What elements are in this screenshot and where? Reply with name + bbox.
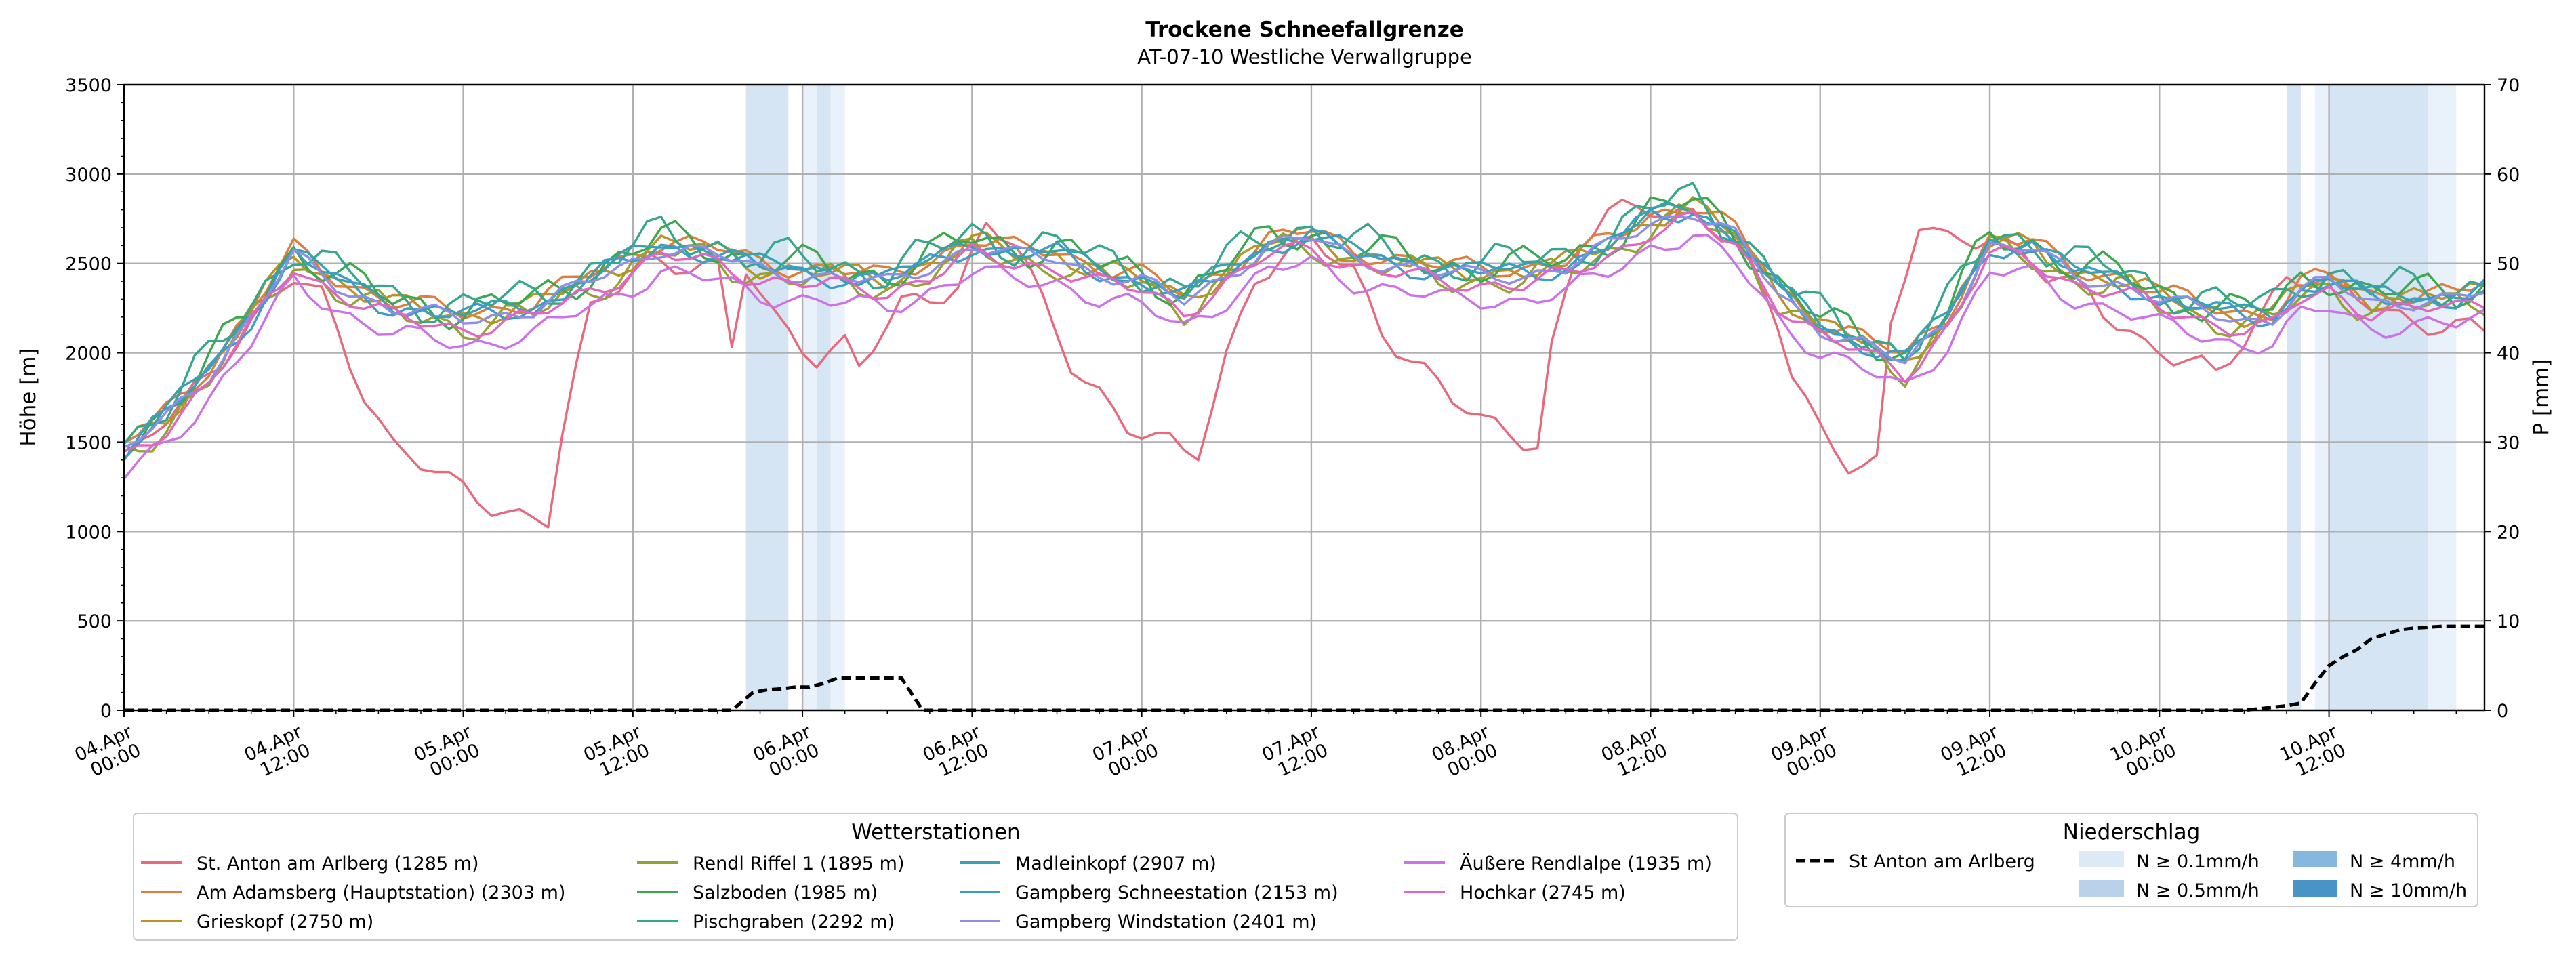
precip-band-1 [802,85,817,710]
series-line-6 [123,201,2485,452]
precip-class-label-3: N ≥ 10mm/h [2350,880,2467,901]
y2-tick-label-4: 40 [2497,344,2520,365]
precip-class-label-0: N ≥ 0.1mm/h [2136,851,2260,872]
precip-legend-title: Niederschlag [2063,820,2201,844]
stations-legend-items: St. Anton am Arlberg (1285 m) Am Adamsber… [141,853,1712,933]
precip-band-2 [816,85,831,710]
precip-class-label-2: N ≥ 4mm/h [2350,851,2455,872]
y-tick-label-7: 3500 [65,75,112,96]
series-line-5 [123,182,2485,445]
chart-subtitle: AT-07-10 Westliche Verwallgruppe [1137,45,1472,68]
precip-band-3 [830,85,845,710]
series-line-4 [123,196,2486,460]
legend-label-0: St. Anton am Arlberg (1285 m) [197,853,479,874]
precip-class-label-1: N ≥ 0.5mm/h [2136,880,2260,901]
y-tick-label-6: 3000 [65,165,112,186]
legend-label-7: Gampberg Schneestation (2153 m) [1015,882,1338,903]
precip-band-4 [2287,85,2301,710]
precip-class-swatch-3 [2293,880,2337,897]
y-tick-label-2: 1000 [65,522,112,543]
stations-legend: Wetterstationen St. Anton am Arlberg (12… [133,813,1738,941]
y2-axis-label: P [mm] [2529,359,2554,435]
precip-class-swatch-1 [2079,880,2124,897]
precip-legend: Niederschlag St Anton am Arlberg N ≥ 0.1… [1784,813,2478,907]
precip-band-5 [2314,85,2329,710]
precip-bands [745,85,2457,710]
y2-tick-label-2: 20 [2497,522,2520,543]
y2-tick-label-5: 50 [2497,254,2520,275]
legend-label-6: Madleinkopf (2907 m) [1015,853,1217,874]
precip-legend-series-label: St Anton am Arlberg [1849,851,2035,872]
chart-title: Trockene Schneefallgrenze [1145,18,1464,42]
precip-band-0 [745,85,789,710]
y2-tick-label-7: 70 [2497,75,2520,96]
series-line-8 [123,215,2485,449]
legend-label-3: Rendl Riffel 1 (1895 m) [693,853,904,874]
series-line-3 [123,203,2485,453]
precip-class-swatch-0 [2079,851,2124,867]
legend-label-8: Gampberg Windstation (2401 m) [1015,912,1317,933]
y2-tick-label-3: 30 [2497,432,2520,453]
series-line-9 [123,233,2485,480]
station-lines [123,182,2486,529]
y2-tick-label-0: 0 [2497,701,2508,722]
y-tick-label-0: 0 [100,701,112,722]
y-tick-label-5: 2500 [65,254,112,275]
legend-label-10: Hochkar (2745 m) [1460,882,1626,903]
y-tick-label-4: 2000 [65,344,112,365]
legend-label-2: Grieskopf (2750 m) [197,912,373,933]
y2-tick-label-1: 10 [2497,611,2520,632]
stations-legend-title: Wetterstationen [851,820,1020,844]
legend-label-5: Pischgraben (2292 m) [693,912,895,933]
y-tick-label-3: 1500 [65,432,112,453]
precip-class-swatch-2 [2293,851,2337,867]
legend-label-9: Äußere Rendlalpe (1935 m) [1460,853,1712,874]
stations-legend-box [133,813,1738,941]
plot-frame [123,83,2486,712]
y-axis-label: Höhe [m] [16,348,41,446]
y-tick-label-1: 500 [77,611,112,632]
legend-label-4: Salzboden (1985 m) [693,882,878,903]
legend-label-1: Am Adamsberg (Hauptstation) (2303 m) [197,882,565,903]
series-line-10 [123,210,2485,453]
y2-tick-label-6: 60 [2497,165,2520,186]
precip-band-7 [2428,85,2457,710]
precip-band-6 [2329,85,2428,710]
x-tick-label-7: 07.Apr12:00 [1259,721,1332,785]
